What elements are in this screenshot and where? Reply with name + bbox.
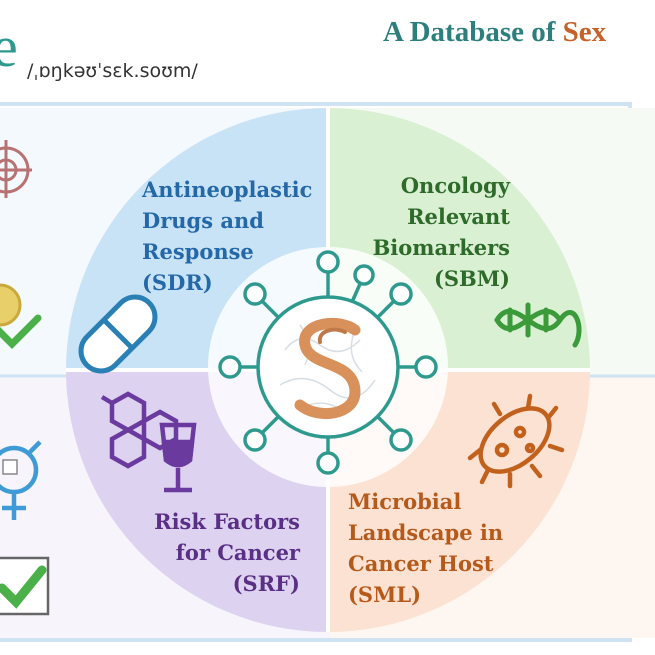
label-sbm-line-1: Oncology	[400, 173, 510, 198]
logo-s-mark	[294, 317, 361, 420]
label-srf-line-3: (SRF)	[232, 571, 300, 596]
bacteria-icon	[467, 393, 565, 489]
label-sdr-line-1: Antineoplastic	[142, 177, 313, 202]
wine-glass-icon	[159, 422, 197, 493]
label-sml-line-4: (SML)	[348, 582, 422, 607]
label-sbm-line-2: Relevant	[407, 204, 510, 229]
label-sdr: Antineoplastic Drugs and Response (SDR)	[142, 174, 312, 298]
label-srf-line-1: Risk Factors	[154, 509, 300, 534]
logo-letter: e	[0, 14, 18, 79]
label-sml-line-2: Landscape in	[348, 520, 504, 545]
checkbox-icon	[0, 556, 50, 616]
capsule-icon	[78, 294, 158, 374]
page-title: A Database of Sex	[383, 16, 606, 49]
title-main: A Database of	[383, 16, 563, 48]
molecule-icon	[100, 391, 179, 469]
coin-check-icon	[0, 283, 42, 349]
label-sdr-line-4: (SDR)	[142, 270, 213, 295]
label-srf: Risk Factors for Cancer (SRF)	[130, 506, 300, 599]
label-sbm-line-4: (SBM)	[433, 266, 510, 291]
title-highlight: Sex	[562, 16, 607, 48]
label-sdr-line-3: Response	[142, 239, 254, 264]
label-sdr-line-2: Drugs and	[142, 208, 264, 233]
phonetic-pronunciation: /ˌɒŋkəʊˈsɛk.soʊm/	[27, 60, 198, 82]
gender-icon	[0, 440, 42, 520]
label-sml-line-1: Microbial	[348, 489, 462, 514]
label-sml-line-3: Cancer Host	[348, 551, 494, 576]
label-srf-line-2: for Cancer	[175, 540, 300, 565]
label-sbm: Oncology Relevant Biomarkers (SBM)	[360, 170, 510, 294]
label-sml: Microbial Landscape in Cancer Host (SML)	[348, 486, 503, 610]
dna-icon	[494, 302, 582, 348]
target-icon	[0, 140, 32, 198]
label-sbm-line-3: Biomarkers	[372, 235, 510, 260]
